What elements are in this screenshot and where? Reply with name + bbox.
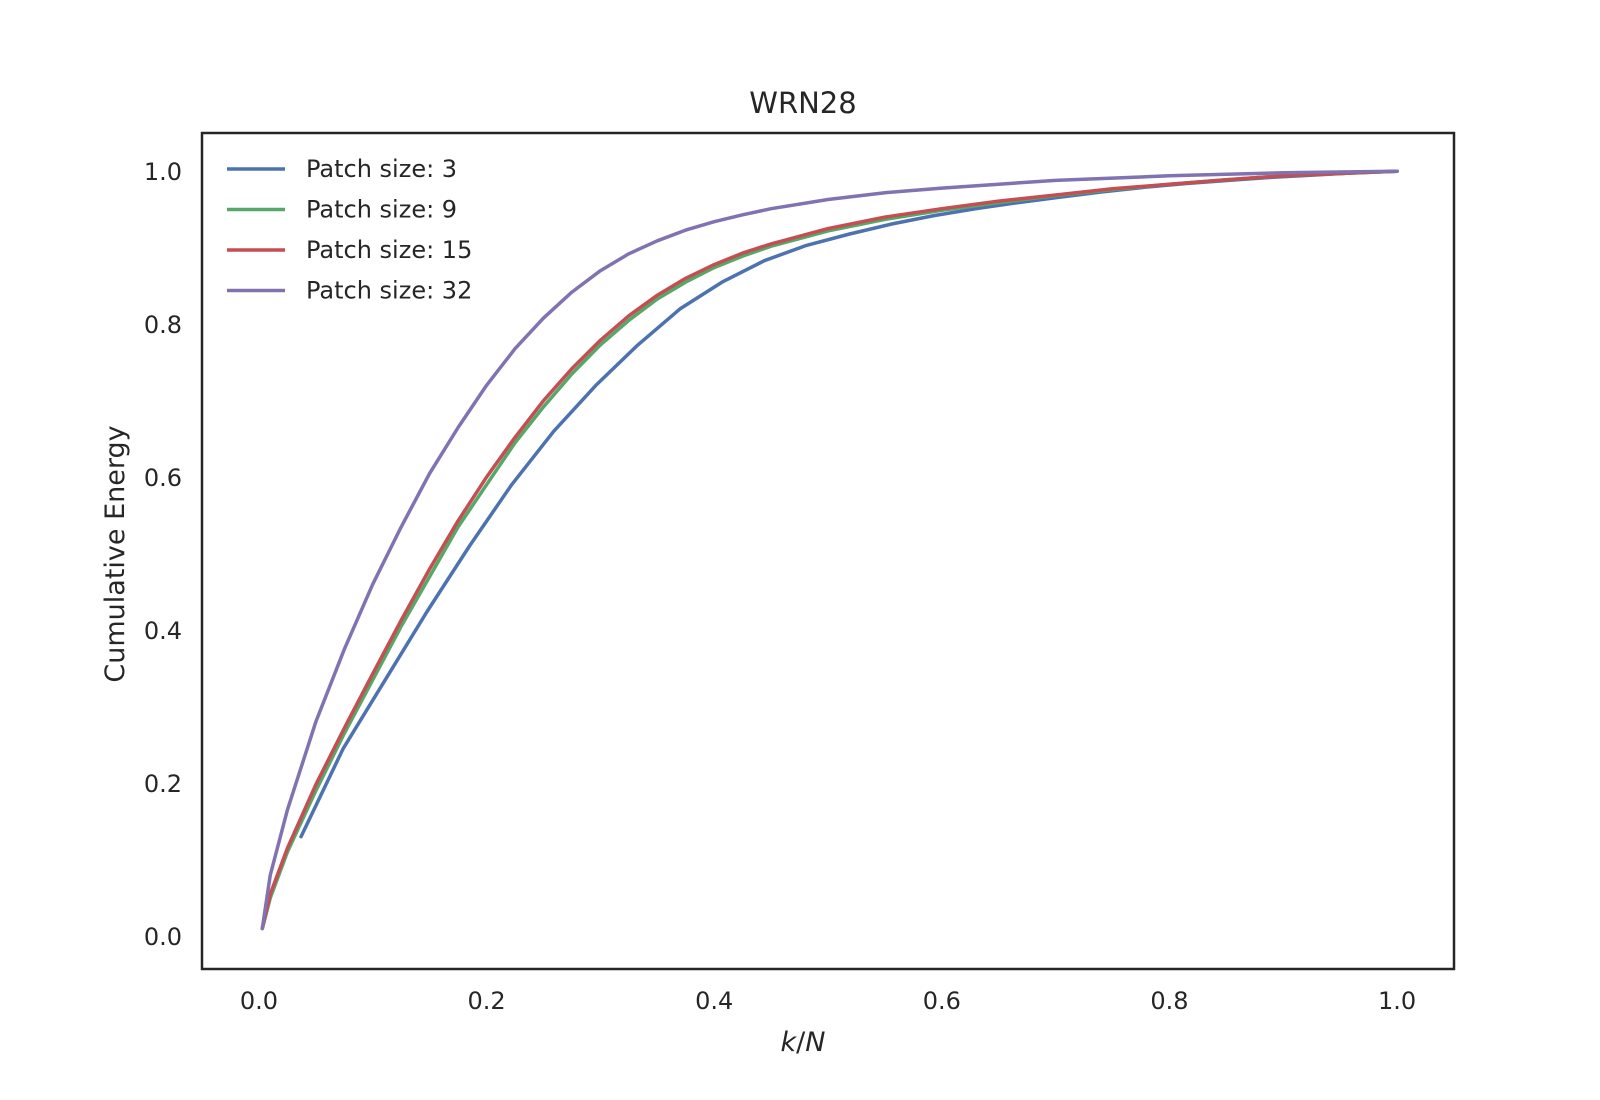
y-tick-label: 1.0 xyxy=(144,158,182,186)
series-lines xyxy=(260,169,1399,931)
x-tick-label: 0.8 xyxy=(1150,987,1188,1015)
series-line-3 xyxy=(260,169,1399,931)
plot-frame xyxy=(200,131,1456,971)
y-tick-label: 0.0 xyxy=(144,923,182,951)
x-axis-label-k: k xyxy=(781,1027,798,1058)
x-axis-label: k/N xyxy=(781,1027,826,1058)
x-tick-label: 0.2 xyxy=(467,987,505,1015)
series-line-4 xyxy=(260,169,1399,931)
x-axis-label-sep: / xyxy=(796,1027,806,1058)
y-tick-labels: 0.0 0.2 0.4 0.6 0.8 1.0 xyxy=(144,158,182,951)
y-tick-label: 0.2 xyxy=(144,770,182,798)
x-tick-labels: 0.0 0.2 0.4 0.6 0.8 1.0 xyxy=(240,987,1416,1015)
x-tick-label: 0.0 xyxy=(240,987,278,1015)
x-tick-label: 0.4 xyxy=(695,987,733,1015)
legend-label-1: Patch size: 3 xyxy=(306,155,457,183)
legend-label-3: Patch size: 15 xyxy=(306,236,472,264)
y-tick-label: 0.4 xyxy=(144,617,182,645)
x-tick-label: 0.6 xyxy=(923,987,961,1015)
y-tick-label: 0.6 xyxy=(144,464,182,492)
legend-label-2: Patch size: 9 xyxy=(306,196,457,224)
y-axis-label: Cumulative Energy xyxy=(100,425,131,682)
chart-title: WRN28 xyxy=(749,86,856,120)
y-tick-label: 0.8 xyxy=(144,311,182,339)
legend: Patch size: 3 Patch size: 9 Patch size: 15… xyxy=(227,155,472,305)
x-tick-label: 1.0 xyxy=(1378,987,1416,1015)
legend-label-4: Patch size: 32 xyxy=(306,277,472,305)
x-axis-label-n: N xyxy=(805,1027,825,1058)
